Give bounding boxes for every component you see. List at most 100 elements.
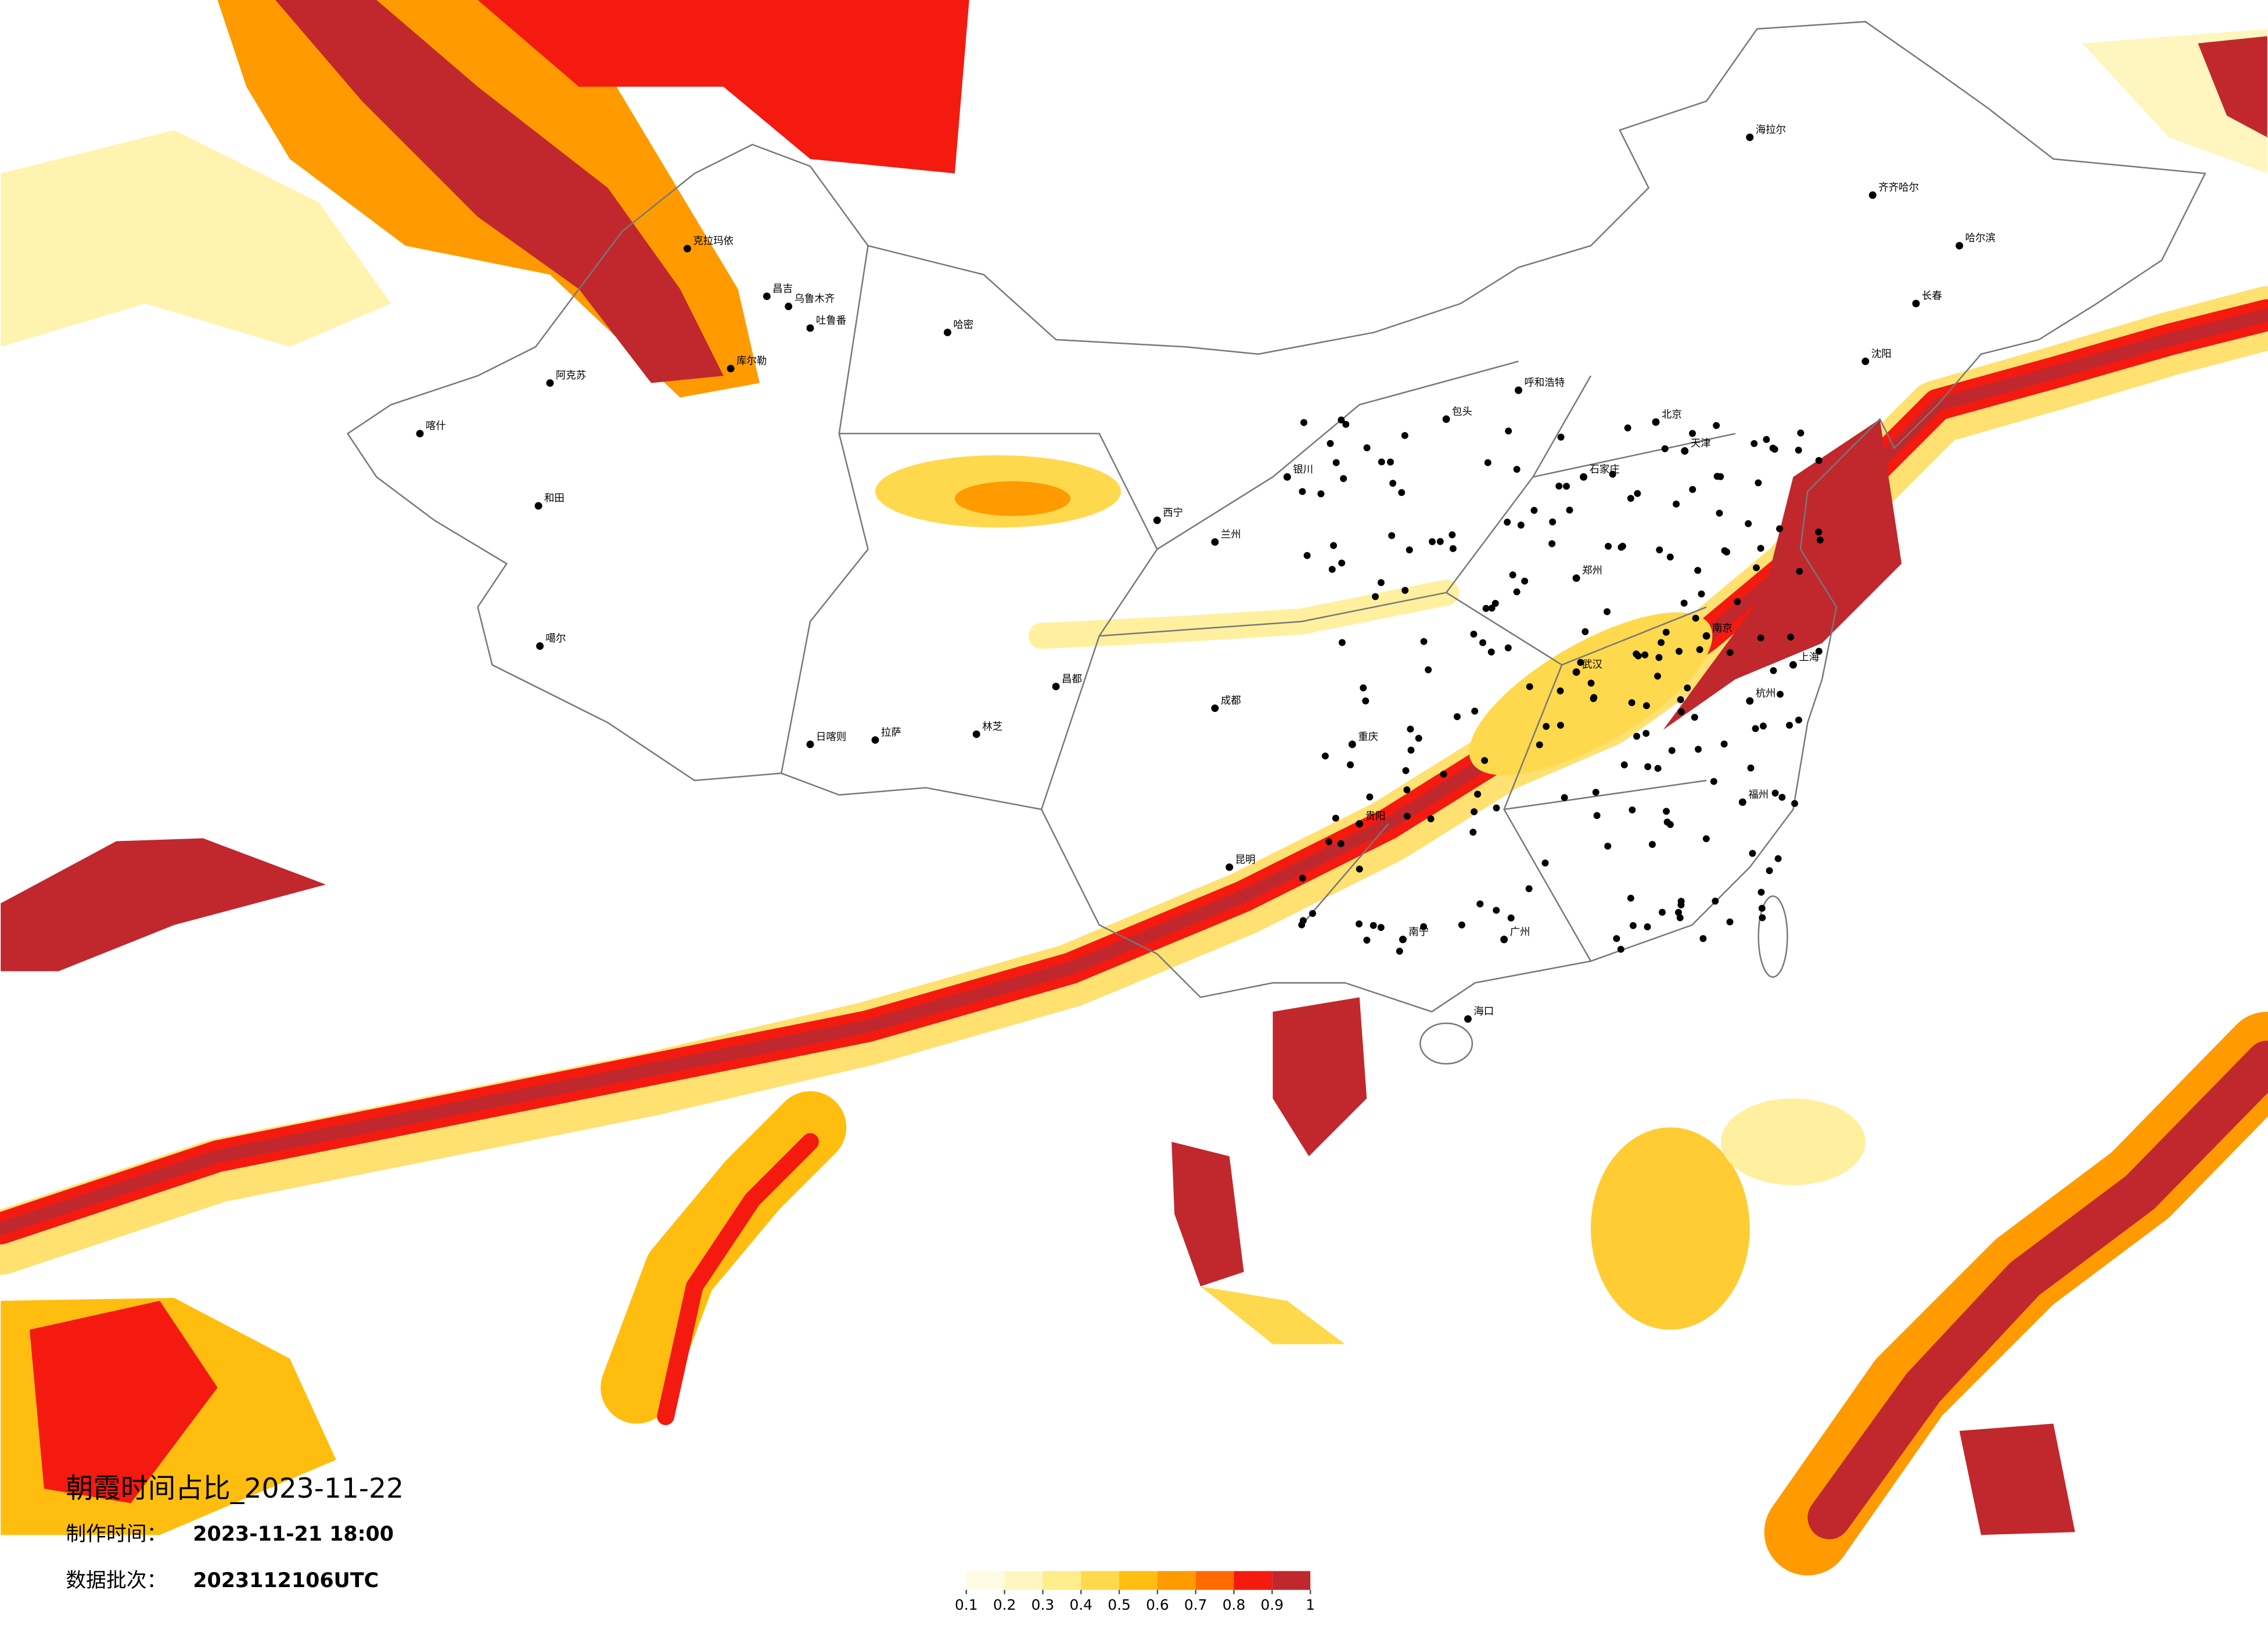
city-label: 克拉玛依 [693,236,734,247]
city-dot [683,244,691,253]
city-dot [1549,518,1557,526]
city-label: 昌都 [1062,674,1082,685]
city-label: 哈尔滨 [1965,233,1996,244]
colorbar-tick-label: 0.2 [993,1596,1016,1613]
city-label: 福州 [1748,789,1769,801]
city-dot [1751,440,1758,447]
province-borders [780,245,1736,962]
colorbar-bin [966,1571,1005,1590]
city-label: 日喀则 [816,731,846,743]
city-dot [1771,789,1779,797]
city-dot [1309,910,1316,918]
city-dot [1774,855,1782,862]
city-dot [1642,702,1650,710]
city-dot [546,379,554,387]
colorbar-bin [1195,1571,1234,1590]
city-dot [1770,667,1777,674]
city-dot [1340,475,1347,483]
field-area [1959,1423,2075,1535]
boundaries [346,21,2206,1065]
city-dot [871,736,879,744]
city-dot [1694,746,1702,753]
city-dot [1590,694,1598,702]
colorbar-tick-label: 0.5 [1108,1596,1131,1613]
city-dot [1332,459,1340,466]
city-dot [1580,473,1588,481]
city-label: 阿克苏 [556,370,586,382]
city-dot [1338,639,1346,646]
city-dot [1515,386,1523,394]
city-dot [1348,740,1356,749]
city-dot [1488,605,1496,612]
field-area [1720,1098,1866,1185]
city-dot [1493,804,1500,812]
city-dot [1563,483,1570,490]
city-dot [1605,542,1612,550]
city-dot [1211,538,1219,546]
city-dot [1504,644,1512,652]
city-dot [1912,300,1920,308]
city-dot [1427,815,1435,822]
city-dot [1624,424,1631,431]
city-dot [1420,638,1428,645]
city-dot [1557,721,1564,729]
city-label: 昆明 [1235,854,1256,866]
field-area [1273,997,1367,1157]
city-dot [1362,697,1370,704]
city-dot [1633,650,1640,658]
city-dot [1702,632,1710,640]
city-dot [1746,133,1754,141]
city-dot [1337,840,1345,847]
city-dot [1677,696,1684,703]
city-dot [1541,859,1549,867]
city-dot [534,502,542,510]
city-dot [1543,722,1550,730]
city-dot [1325,838,1333,846]
colorbar-tick-label: 0.4 [1069,1596,1092,1613]
city-dot [1745,520,1752,527]
city-dot [1717,473,1724,480]
city-label: 杭州 [1756,688,1776,700]
city-dot [1342,420,1350,428]
city-dot [1436,538,1444,545]
colorbar-bin [1004,1571,1043,1590]
colorbar-tick-label: 0.7 [1184,1596,1207,1613]
city-label: 噶尔 [546,633,566,645]
city-label: 天津 [1691,438,1711,449]
city-dot [1363,937,1371,944]
city-dot [1347,761,1354,768]
city-dot [1663,808,1670,815]
city-dot [1471,808,1478,815]
city-dot [1666,553,1674,561]
city-dot [1582,628,1589,635]
city-dot [1491,600,1499,607]
city-dot [1484,459,1491,466]
city-dot [1758,905,1766,912]
island-outline [1757,895,1788,978]
colorbar-bin [1157,1571,1196,1590]
city-dot [1299,488,1306,495]
city-dot [1713,422,1720,429]
city-dot [1641,651,1649,659]
field-area [1807,1041,2268,1539]
city-dot [1507,914,1515,922]
city-dot [1403,812,1411,820]
city-dot [1299,875,1306,882]
city-label: 长春 [1922,290,1942,302]
city-dot [1786,721,1793,729]
city-dot [1627,894,1634,902]
field-area [275,0,724,383]
city-label: 沈阳 [1871,348,1892,360]
city-dot [1747,764,1755,772]
colorbar-bin [1081,1571,1120,1590]
city-label: 海拉尔 [1756,124,1786,136]
city-dot [1557,433,1565,441]
city-dot [1415,735,1422,742]
field-area [1200,1286,1345,1344]
city-dot [1401,587,1409,594]
city-dot [1300,419,1307,426]
city-dot [1692,614,1699,622]
city-dot [1476,900,1484,908]
city-label: 和田 [544,493,565,505]
